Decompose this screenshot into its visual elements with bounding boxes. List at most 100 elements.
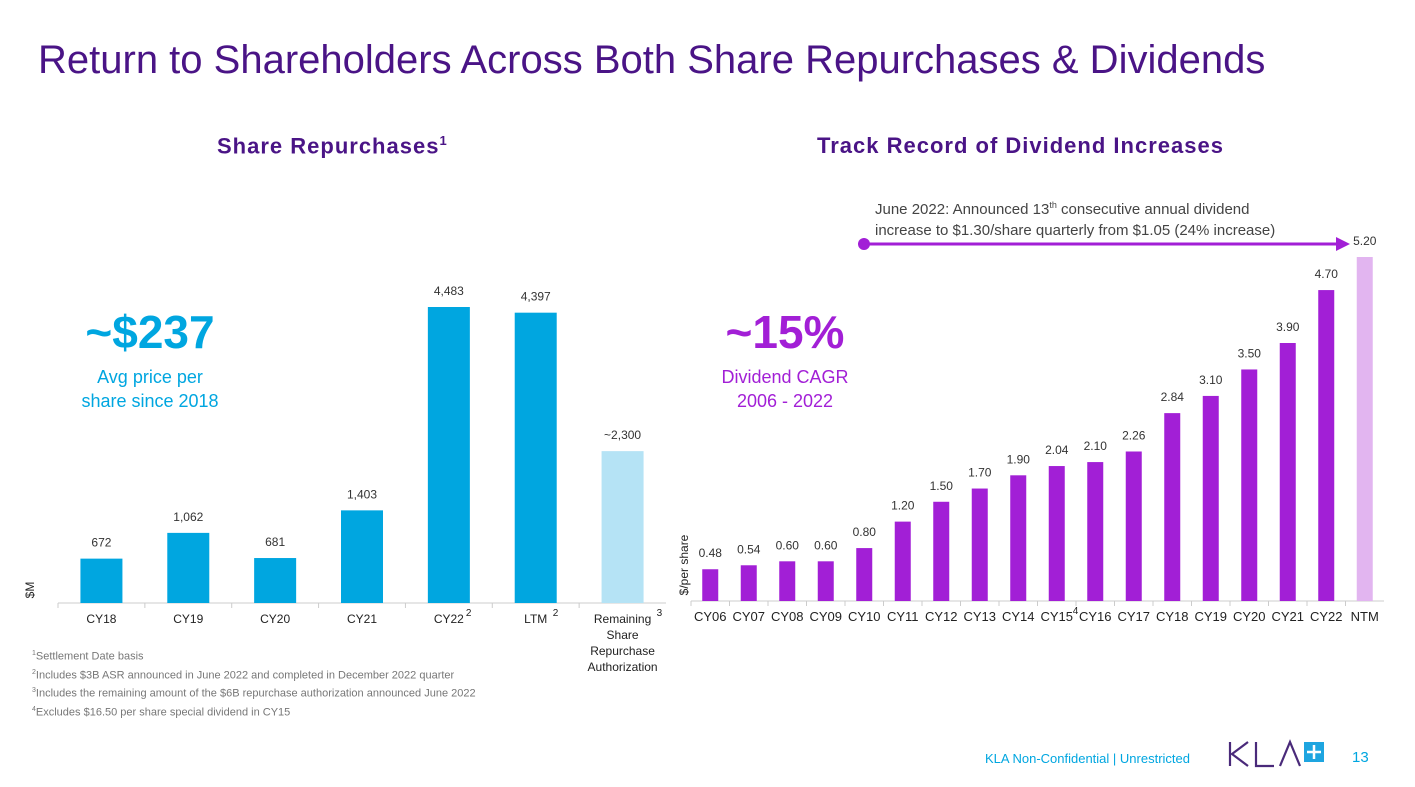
data-label: 1.20	[891, 499, 915, 513]
category-label: CY16	[1079, 609, 1112, 624]
category-label: Repurchase	[590, 644, 655, 658]
bar-ltm	[514, 312, 557, 603]
category-label: Authorization	[588, 660, 658, 674]
page-title: Return to Shareholders Across Both Share…	[38, 38, 1266, 82]
y-axis-label: $/per share	[677, 534, 691, 595]
caption-line: Dividend CAGR	[721, 367, 849, 387]
data-label: 1,403	[347, 487, 377, 501]
footnote-sup: 3	[32, 687, 36, 695]
arrow-head-icon	[1336, 237, 1350, 251]
bar-cy22	[1318, 290, 1335, 601]
category-label: CY15	[1040, 609, 1073, 624]
bar-cy18	[80, 558, 123, 603]
data-label: 0.60	[814, 538, 838, 552]
category-label: CY19	[1194, 609, 1227, 624]
footnote-text: Includes $3B ASR announced in June 2022 …	[35, 669, 455, 682]
share-repurchases-subtitle: Share Repurchases1	[217, 133, 448, 159]
category-label: NTM	[1351, 609, 1379, 624]
kla-logo	[1228, 738, 1328, 775]
category-label: CY18	[86, 612, 116, 626]
bar-cy22	[427, 307, 470, 603]
subtitle-text: Share Repurchases	[217, 133, 440, 159]
data-label: 0.54	[737, 542, 761, 556]
avg-price-caption: Avg price per share since 2018	[50, 365, 250, 413]
category-label: CY20	[260, 612, 290, 626]
bar-cy20	[1241, 369, 1258, 601]
bar-cy17	[1125, 451, 1142, 601]
data-label: 3.50	[1238, 346, 1262, 360]
y-axis-label: $M	[23, 582, 37, 599]
annotation-text: consecutive annual dividend	[1056, 201, 1250, 218]
category-label: CY19	[173, 612, 203, 626]
data-label: 4,397	[521, 290, 551, 304]
category-sup: 4	[1073, 606, 1079, 617]
data-label: 1,062	[173, 510, 203, 524]
data-label: 5.20	[1353, 234, 1377, 248]
category-label: CY21	[1271, 609, 1304, 624]
category-label: CY22	[434, 612, 464, 626]
bar-cy14	[1010, 475, 1027, 601]
bar-cy15	[1048, 466, 1065, 601]
caption-line: share since 2018	[81, 391, 219, 411]
footnote: 3Includes the remaining amount of the $6…	[32, 683, 476, 702]
footnote-text: Settlement Date basis	[35, 650, 144, 663]
data-label: 672	[91, 536, 111, 550]
category-label: CY06	[694, 609, 727, 624]
data-label: 3.10	[1199, 373, 1223, 387]
bar-cy09	[817, 561, 834, 601]
footnote-sup: 2	[32, 668, 36, 676]
bar-cy19	[167, 532, 210, 603]
annotation-arrow	[858, 237, 1350, 251]
bar-cy20	[254, 558, 297, 603]
bar-cy19	[1202, 395, 1219, 601]
footnote: 4Excludes $16.50 per share special divid…	[32, 702, 476, 721]
cagr-caption: Dividend CAGR 2006 - 2022	[685, 365, 885, 413]
data-label: 2.84	[1161, 390, 1185, 404]
data-label: 2.10	[1084, 439, 1108, 453]
caption-line: 2006 - 2022	[736, 391, 834, 411]
category-label: Remaining	[594, 612, 651, 626]
category-label: CY11	[887, 609, 919, 624]
page-number: 13	[1352, 749, 1369, 766]
dividend-subtitle: Track Record of Dividend Increases	[817, 133, 1224, 158]
data-label: 1.70	[968, 466, 992, 480]
footnote: 2Includes $3B ASR announced in June 2022…	[32, 665, 476, 684]
category-sup: 2	[466, 608, 472, 619]
data-label: 4,483	[434, 284, 464, 298]
subtitle-sup: 1	[439, 133, 448, 148]
bar-cy18	[1164, 413, 1181, 601]
annotation-text: increase to $1.30/share quarterly from $…	[875, 222, 1276, 239]
category-label: CY07	[732, 609, 765, 624]
bar-cy21	[1279, 343, 1296, 601]
footnotes: 1Settlement Date basis 2Includes $3B ASR …	[32, 646, 476, 721]
bar-remaining	[601, 451, 644, 603]
bar-cy13	[971, 488, 988, 601]
category-sup: 2	[553, 608, 559, 619]
category-label: CY22	[1310, 609, 1343, 624]
bar-cy11	[894, 521, 911, 601]
bar-cy08	[779, 561, 796, 601]
data-label: 681	[265, 535, 285, 549]
category-label: CY09	[809, 609, 842, 624]
category-label: CY08	[771, 609, 804, 624]
category-sup: 3	[657, 608, 663, 619]
footnote-sup: 1	[32, 650, 36, 657]
annotation-sup: th	[1049, 200, 1057, 210]
data-label: ~2,300	[604, 428, 641, 442]
classification-label: KLA Non-Confidential | Unrestricted	[985, 751, 1190, 766]
cagr-value: ~15%	[725, 306, 845, 358]
caption-line: Avg price per	[97, 367, 203, 387]
bar-cy12	[933, 501, 950, 601]
category-label: LTM	[524, 612, 547, 626]
bar-cy21	[341, 510, 383, 603]
data-label: 0.60	[776, 538, 800, 552]
dividend-chart: 0.48 CY06 0.54 CY07 0.60 CY08 0.60 CY09 0.80 CY10…	[677, 234, 1384, 624]
bar-cy07	[740, 565, 757, 601]
category-label: CY17	[1117, 609, 1150, 624]
category-label: CY21	[347, 612, 377, 626]
dividend-annotation: June 2022: Announced 13th consecutive an…	[875, 195, 1275, 241]
category-label: CY13	[963, 609, 996, 624]
data-label: 0.80	[853, 525, 877, 539]
data-label: 2.26	[1122, 428, 1146, 442]
category-label: CY12	[925, 609, 958, 624]
